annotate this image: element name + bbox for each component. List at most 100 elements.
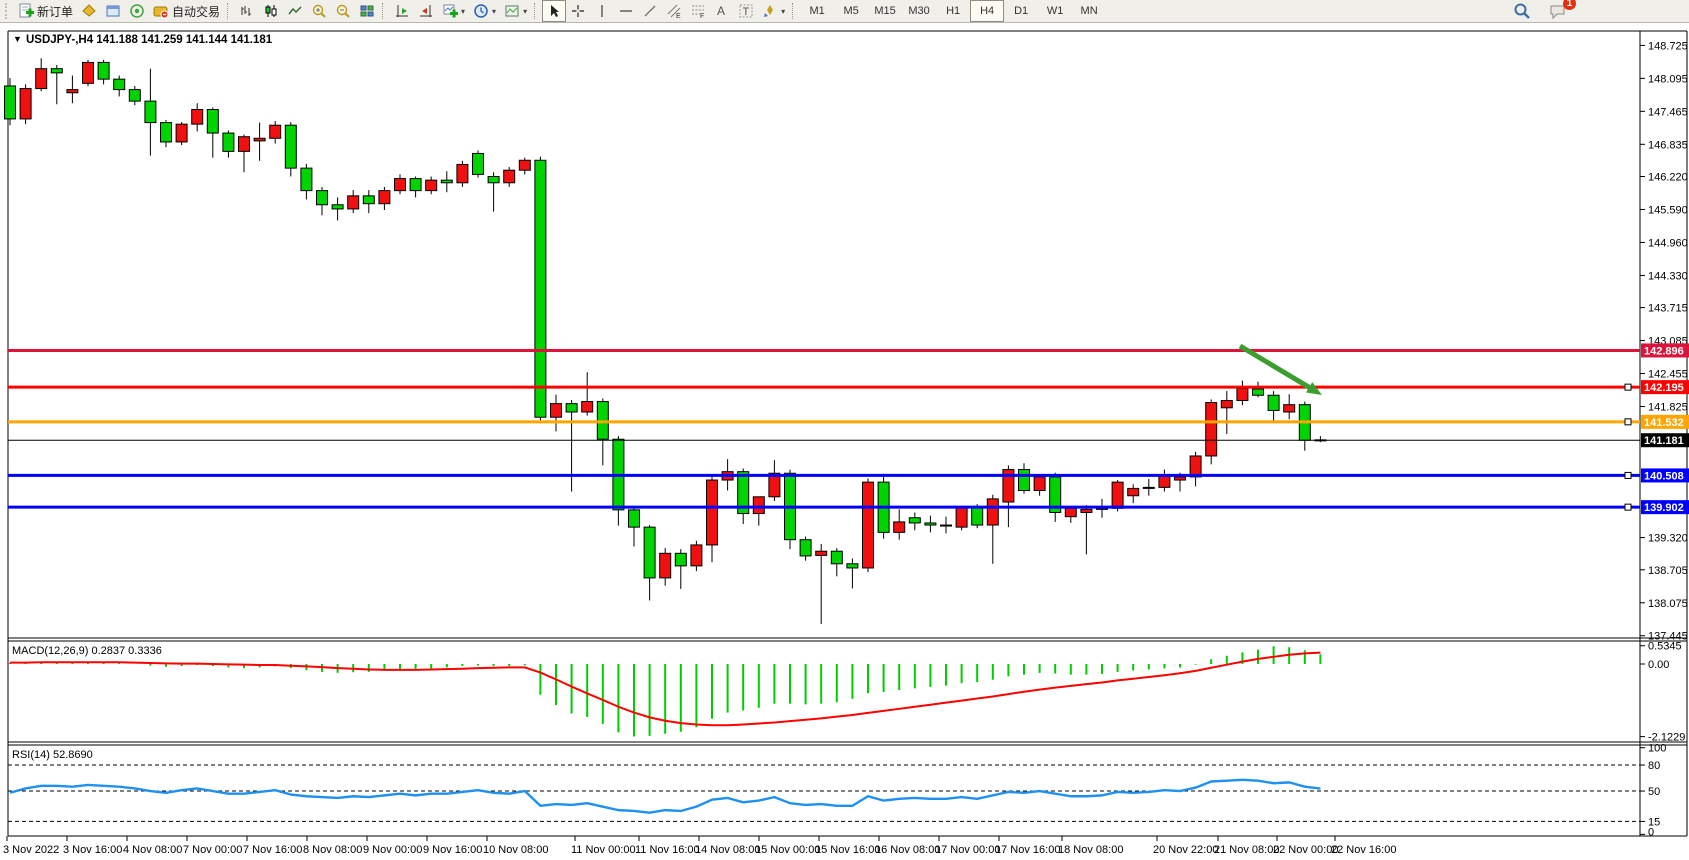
styles-button[interactable] (77, 0, 101, 22)
equidistant-channel-tool-button[interactable]: E (662, 0, 686, 22)
text-label-tool-button[interactable]: T (734, 0, 758, 22)
timeframe-button-H1[interactable]: H1 (946, 5, 961, 17)
new-order-button[interactable]: 新订单 (14, 0, 77, 22)
time-tick-label[interactable]: 7 Nov 00:00 (183, 844, 242, 856)
candle-body (565, 403, 578, 413)
time-tick-label[interactable]: 9 Nov 00:00 (363, 844, 422, 856)
text-tool-button[interactable]: A (710, 0, 734, 22)
cursor-tool-button[interactable] (542, 0, 567, 22)
timeframe-button-D1[interactable]: D1 (1014, 5, 1029, 17)
time-tick-label[interactable]: 9 Nov 16:00 (423, 844, 482, 856)
timeframe-group: M1 M5 M15 M30 H1 H4 D1 W1 MN (800, 0, 1106, 22)
chart-title[interactable]: USDJPY-,H4 141.188 141.259 141.144 141.1… (26, 34, 273, 46)
timeframe-button-MN[interactable]: MN (1080, 5, 1098, 17)
candle-body (362, 195, 375, 205)
candle-body (238, 136, 250, 152)
time-tick-label[interactable]: 22 Nov 00:00 (1273, 844, 1338, 856)
time-tick-label[interactable]: 22 Nov 16:00 (1331, 844, 1396, 856)
price-line-badge (1641, 433, 1689, 448)
rsi-tick-label: 0 (1648, 826, 1654, 838)
time-tick-label[interactable]: 8 Nov 08:00 (303, 844, 362, 856)
time-tick-label[interactable]: 7 Nov 16:00 (243, 844, 302, 856)
zoom-in-button[interactable] (307, 0, 331, 22)
templates-button[interactable]: ▾ (500, 0, 531, 22)
candle-body (986, 498, 999, 526)
toolbar-grip[interactable] (5, 3, 12, 19)
time-tick-label[interactable]: 3 Nov 16:00 (63, 844, 122, 856)
timeframe-button-M30[interactable]: M30 (908, 5, 930, 17)
time-tick-label[interactable]: 17 Nov 00:00 (935, 844, 1000, 856)
price-tick-label: 146.835 (1648, 139, 1688, 151)
timeframe-button-M5[interactable]: M5 (843, 5, 859, 17)
line-anchor-marker[interactable] (1624, 471, 1632, 479)
dropdown-arrow-icon: ▾ (492, 6, 497, 16)
candle-body (690, 544, 703, 567)
time-tick-label[interactable]: 20 Nov 22:00 (1153, 844, 1218, 856)
fibonacci-tool-button[interactable]: F (686, 0, 710, 22)
zoom-out-button[interactable] (331, 0, 355, 22)
new-chart-icon (443, 4, 459, 18)
svg-text:F: F (700, 13, 704, 19)
time-tick-label[interactable]: 11 Nov 00:00 (571, 844, 636, 856)
auto-trading-button[interactable]: 自动交易 (149, 0, 224, 22)
time-tick-label[interactable]: 21 Nov 08:00 (1214, 844, 1279, 856)
arrows-tool-button[interactable]: ▾ (758, 0, 789, 22)
chat-button[interactable]: 1 (1545, 0, 1576, 22)
market-watch-button[interactable] (101, 0, 125, 22)
zoom-out-icon (336, 4, 350, 18)
horizontal-line-tool-button[interactable] (614, 0, 638, 22)
price-line-badge-label: 139.902 (1644, 502, 1684, 514)
bar-chart-button[interactable] (235, 0, 259, 22)
time-tick-label[interactable]: 15 Nov 16:00 (815, 844, 880, 856)
time-tick-label[interactable]: 10 Nov 08:00 (483, 844, 548, 856)
timeframe-button-H4[interactable]: H4 (970, 0, 1005, 22)
candle-body (815, 550, 828, 556)
arrows-icon (764, 5, 774, 17)
auto-scroll-button[interactable] (414, 0, 438, 22)
line-chart-button[interactable] (283, 0, 307, 22)
trendline-tool-button[interactable] (638, 0, 662, 22)
line-anchor-marker[interactable] (1624, 503, 1632, 511)
line-anchor-marker[interactable] (1624, 418, 1632, 426)
timeframes-menu-button[interactable]: ▾ (469, 0, 500, 22)
price-tick-label: 144.330 (1648, 270, 1688, 282)
text-icon: A (717, 4, 725, 18)
toolbar-separator (227, 3, 232, 19)
chart-shift-button[interactable] (390, 0, 414, 22)
candlestick-chart-button[interactable] (259, 0, 283, 22)
time-tick-label[interactable]: 16 Nov 08:00 (875, 844, 940, 856)
signals-button[interactable] (125, 0, 149, 22)
timeframe-button-M1[interactable]: M1 (809, 5, 825, 17)
line-anchor-marker[interactable] (1624, 383, 1632, 391)
time-tick-label[interactable]: 15 Nov 00:00 (755, 844, 820, 856)
trendline-icon (644, 5, 656, 17)
price-line-badge-label: 142.195 (1644, 382, 1684, 394)
time-tick-label[interactable]: 18 Nov 08:00 (1058, 844, 1123, 856)
candle-body (674, 552, 687, 567)
new-chart-button[interactable]: ▾ (438, 0, 469, 22)
tile-windows-button[interactable] (355, 0, 379, 22)
time-tick-label[interactable]: 11 Nov 16:00 (635, 844, 700, 856)
time-tick-label[interactable]: 17 Nov 16:00 (995, 844, 1060, 856)
down-arrow-head (1306, 382, 1322, 395)
candle-body (971, 506, 984, 526)
candle-body (1189, 455, 1202, 478)
search-button[interactable] (1509, 0, 1535, 22)
timeframe-button-M15[interactable]: M15 (874, 5, 896, 17)
rsi-tick-label: 15 (1648, 816, 1660, 828)
symbol-dropdown-icon[interactable]: ▼ (13, 34, 22, 44)
candle-body (1127, 487, 1140, 497)
down-arrow-annotation[interactable] (1238, 343, 1311, 390)
vertical-line-tool-button[interactable] (590, 0, 614, 22)
time-tick-label[interactable]: 14 Nov 08:00 (695, 844, 760, 856)
time-tick-label[interactable]: 3 Nov 2022 (3, 844, 59, 856)
crosshair-tool-button[interactable] (566, 0, 590, 22)
candle-body (35, 68, 48, 90)
time-tick-label[interactable]: 4 Nov 08:00 (123, 844, 182, 856)
candle-body (269, 124, 282, 139)
candle-body (1002, 469, 1015, 503)
candle-body (487, 175, 500, 184)
price-tick-label: 148.095 (1648, 73, 1688, 85)
timeframe-button-W1[interactable]: W1 (1046, 5, 1064, 17)
